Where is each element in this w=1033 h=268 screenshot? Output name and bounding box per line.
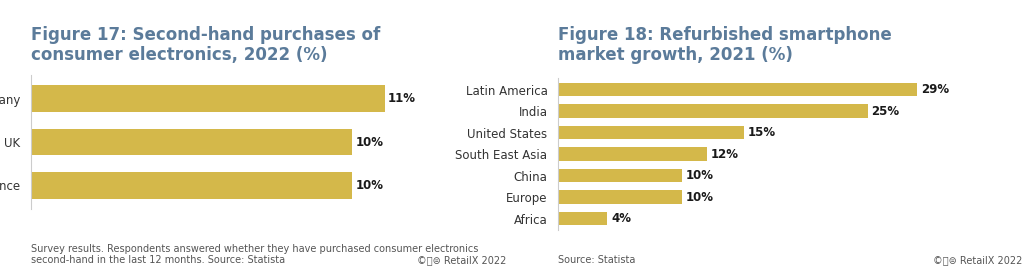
Text: 29%: 29% [921,83,949,96]
Text: 15%: 15% [748,126,776,139]
Text: 10%: 10% [355,136,383,148]
Text: 10%: 10% [355,179,383,192]
Text: 10%: 10% [686,169,714,182]
Text: 4%: 4% [612,212,631,225]
Bar [558,126,744,139]
Text: Figure 17: Second-hand purchases of
consumer electronics, 2022 (%): Figure 17: Second-hand purchases of cons… [31,25,380,64]
Text: ©Ⓘ⊜ RetailX 2022: ©Ⓘ⊜ RetailX 2022 [416,255,506,265]
Bar [558,191,682,204]
Text: ©Ⓘ⊜ RetailX 2022: ©Ⓘ⊜ RetailX 2022 [933,255,1023,265]
Text: 25%: 25% [872,105,900,118]
Bar [558,212,607,225]
Bar [558,83,917,96]
Text: 10%: 10% [686,191,714,204]
Text: Figure 18: Refurbished smartphone
market growth, 2021 (%): Figure 18: Refurbished smartphone market… [558,25,891,64]
Text: 11%: 11% [387,92,415,105]
Bar [558,147,707,161]
Bar [558,105,868,118]
Bar [31,129,352,155]
Bar [31,172,352,199]
Text: Survey results. Respondents answered whether they have purchased consumer electr: Survey results. Respondents answered whe… [31,244,478,265]
Bar [31,85,384,112]
Text: Source: Statista: Source: Statista [558,255,635,265]
Text: 12%: 12% [711,148,739,161]
Bar [558,169,682,182]
